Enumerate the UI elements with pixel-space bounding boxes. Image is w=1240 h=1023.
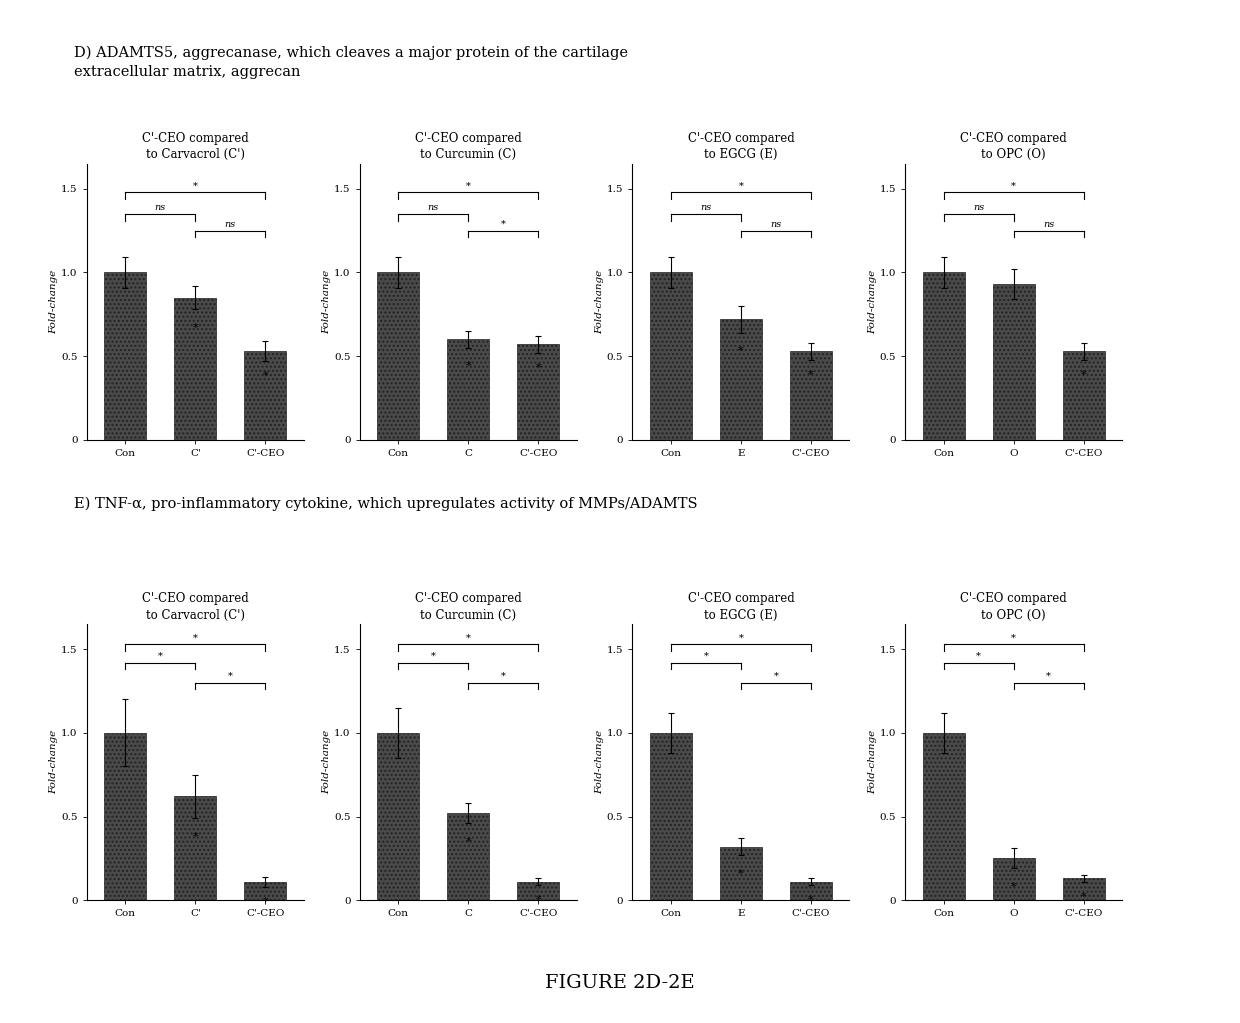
- Text: *: *: [228, 672, 233, 681]
- Title: C'-CEO compared
to Curcumin (C): C'-CEO compared to Curcumin (C): [414, 592, 522, 622]
- Y-axis label: Fold-change: Fold-change: [50, 730, 58, 794]
- Text: *: *: [157, 652, 162, 661]
- Text: *: *: [466, 633, 470, 642]
- Bar: [790, 882, 832, 900]
- Text: ns: ns: [1043, 220, 1054, 229]
- Text: ns: ns: [701, 204, 712, 212]
- Bar: [720, 319, 761, 440]
- Text: *: *: [1012, 633, 1016, 642]
- Title: C'-CEO compared
to EGCG (E): C'-CEO compared to EGCG (E): [687, 132, 795, 162]
- Bar: [790, 351, 832, 440]
- Y-axis label: Fold-change: Fold-change: [322, 270, 331, 333]
- Text: *: *: [738, 346, 744, 356]
- Text: *: *: [465, 837, 471, 847]
- Text: *: *: [1081, 892, 1086, 902]
- Bar: [175, 298, 216, 440]
- Bar: [720, 847, 761, 900]
- Bar: [923, 732, 965, 900]
- Title: C'-CEO compared
to EGCG (E): C'-CEO compared to EGCG (E): [687, 592, 795, 622]
- Bar: [993, 858, 1034, 900]
- Text: *: *: [976, 652, 981, 661]
- Title: C'-CEO compared
to OPC (O): C'-CEO compared to OPC (O): [960, 132, 1068, 162]
- Text: *: *: [263, 897, 268, 907]
- Text: *: *: [536, 363, 541, 373]
- Text: ns: ns: [973, 204, 985, 212]
- Text: *: *: [703, 652, 708, 661]
- Text: E) TNF-α, pro-inflammatory cytokine, which upregulates activity of MMPs/ADAMTS: E) TNF-α, pro-inflammatory cytokine, whi…: [74, 496, 698, 510]
- Title: C'-CEO compared
to Carvacrol (C'): C'-CEO compared to Carvacrol (C'): [141, 132, 249, 162]
- Y-axis label: Fold-change: Fold-change: [868, 730, 877, 794]
- Bar: [104, 732, 146, 900]
- Text: *: *: [808, 895, 813, 905]
- Y-axis label: Fold-change: Fold-change: [868, 270, 877, 333]
- Text: ns: ns: [428, 204, 439, 212]
- Text: *: *: [1011, 882, 1017, 892]
- Text: D) ADAMTS5, aggrecanase, which cleaves a major protein of the cartilage
extracel: D) ADAMTS5, aggrecanase, which cleaves a…: [74, 46, 629, 79]
- Text: *: *: [738, 869, 744, 879]
- Text: *: *: [192, 832, 198, 842]
- Text: *: *: [501, 672, 506, 681]
- Text: *: *: [1081, 369, 1086, 380]
- Title: C'-CEO compared
to OPC (O): C'-CEO compared to OPC (O): [960, 592, 1068, 622]
- Text: *: *: [263, 371, 268, 382]
- Text: *: *: [739, 633, 743, 642]
- Bar: [448, 813, 489, 900]
- Bar: [377, 732, 419, 900]
- Bar: [650, 732, 692, 900]
- Text: *: *: [536, 895, 541, 905]
- Y-axis label: Fold-change: Fold-change: [595, 730, 604, 794]
- Bar: [448, 340, 489, 440]
- Bar: [1063, 879, 1105, 900]
- Text: FIGURE 2D-2E: FIGURE 2D-2E: [546, 974, 694, 992]
- Text: *: *: [193, 181, 197, 190]
- Text: *: *: [193, 633, 197, 642]
- Bar: [104, 272, 146, 440]
- Bar: [650, 272, 692, 440]
- Y-axis label: Fold-change: Fold-change: [50, 270, 58, 333]
- Title: C'-CEO compared
to Carvacrol (C'): C'-CEO compared to Carvacrol (C'): [141, 592, 249, 622]
- Text: *: *: [1012, 181, 1016, 190]
- Text: *: *: [465, 361, 471, 371]
- Title: C'-CEO compared
to Curcumin (C): C'-CEO compared to Curcumin (C): [414, 132, 522, 162]
- Bar: [993, 284, 1034, 440]
- Text: *: *: [739, 181, 743, 190]
- Bar: [175, 797, 216, 900]
- Bar: [244, 351, 286, 440]
- Text: ns: ns: [155, 204, 166, 212]
- Bar: [517, 882, 559, 900]
- Text: *: *: [466, 181, 470, 190]
- Text: *: *: [1047, 672, 1052, 681]
- Y-axis label: Fold-change: Fold-change: [595, 270, 604, 333]
- Text: *: *: [501, 220, 506, 229]
- Text: *: *: [430, 652, 435, 661]
- Text: ns: ns: [770, 220, 781, 229]
- Text: ns: ns: [224, 220, 236, 229]
- Bar: [923, 272, 965, 440]
- Bar: [377, 272, 419, 440]
- Text: *: *: [808, 369, 813, 380]
- Y-axis label: Fold-change: Fold-change: [322, 730, 331, 794]
- Bar: [517, 345, 559, 440]
- Bar: [1063, 351, 1105, 440]
- Bar: [244, 882, 286, 900]
- Text: *: *: [774, 672, 779, 681]
- Text: *: *: [192, 322, 198, 332]
